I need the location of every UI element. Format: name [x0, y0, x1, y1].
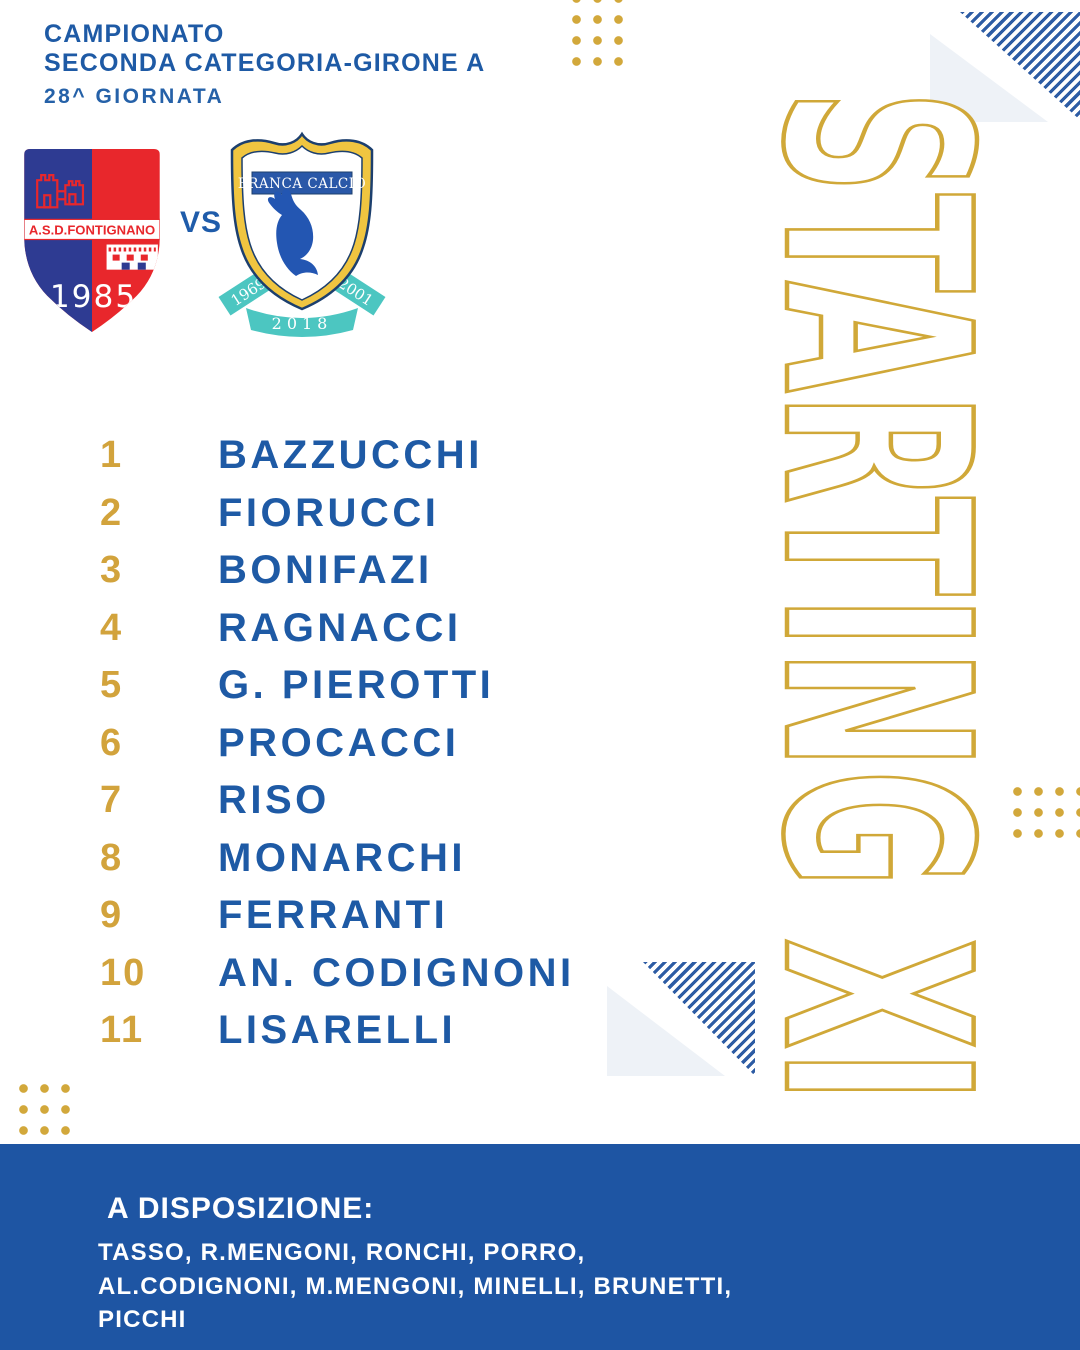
matchday-label: 28^ GIORNATA — [44, 85, 225, 108]
gold-dots-grid-right-icon — [1007, 781, 1080, 844]
player-number: 3 — [100, 549, 124, 592]
player-number: 1 — [100, 434, 124, 477]
away-team-crest-icon: 1969 2001 BRANCA CALCIO 2018 — [218, 131, 386, 337]
ribbon-bottom — [246, 308, 358, 337]
lineup-list: 1 BAZZUCCHI 2 FIORUCCI 3 BONIFAZI 4 RAGNACCI… — [0, 427, 760, 1060]
home-team-name: A.S.D.FONTIGNANO — [29, 222, 155, 237]
player-name: AN. CODIGNONI — [218, 950, 575, 995]
header: CAMPIONATO SECONDA CATEGORIA-GIRONE A 28… — [44, 20, 485, 109]
player-number: 10 — [100, 951, 147, 994]
player-name: LISARELLI — [218, 1008, 457, 1053]
player-number: 5 — [100, 664, 124, 707]
bench-line: PICCHI — [98, 1306, 187, 1333]
competition-title-line1: CAMPIONATO — [44, 20, 225, 48]
player-number: 7 — [100, 779, 124, 822]
player-name: BONIFAZI — [218, 548, 433, 593]
away-team-name: BRANCA CALCIO — [238, 176, 366, 192]
home-team-crest-icon: A.S.D.FONTIGNANO 1985 — [24, 149, 160, 332]
player-number: 8 — [100, 836, 124, 879]
player-number: 6 — [100, 721, 124, 764]
castle-icon — [36, 174, 85, 209]
lineup-row: 6 PROCACCI — [0, 715, 760, 773]
player-name: RAGNACCI — [218, 605, 462, 650]
bench-bar: A DISPOSIZIONE: TASSO, R.MENGONI, RONCHI… — [0, 1144, 1080, 1350]
player-number: 9 — [100, 894, 124, 937]
player-name: PROCACCI — [218, 720, 460, 765]
building-icon — [106, 244, 158, 270]
bench-line: AL.CODIGNONI, M.MENGONI, MINELLI, BRUNET… — [98, 1272, 733, 1300]
player-name: FERRANTI — [218, 893, 449, 938]
lineup-row: 11 LISARELLI — [0, 1002, 760, 1060]
player-name: BAZZUCCHI — [218, 433, 483, 478]
player-number: 11 — [100, 1009, 145, 1052]
player-name: FIORUCCI — [218, 490, 440, 535]
player-name: G. PIEROTTI — [218, 663, 495, 708]
player-number: 2 — [100, 491, 124, 534]
lineup-row: 3 BONIFAZI — [0, 542, 760, 600]
competition-title-line2: SECONDA CATEGORIA-GIRONE A — [44, 49, 486, 77]
lineup-row: 2 FIORUCCI — [0, 485, 760, 543]
player-name: MONARCHI — [218, 835, 466, 880]
starting-xi-text: STARTING XI — [726, 90, 1024, 1103]
bench-title: A DISPOSIZIONE: — [107, 1192, 375, 1225]
lineup-row: 4 RAGNACCI — [0, 600, 760, 658]
lineup-row: 7 RISO — [0, 772, 760, 830]
away-team-year-bottom: 2018 — [272, 314, 333, 333]
lineup-row: 8 MONARCHI — [0, 830, 760, 888]
bench-line: TASSO, R.MENGONI, RONCHI, PORRO, — [98, 1239, 586, 1266]
claw-figure-icon — [267, 188, 318, 276]
gold-dots-grid-top-icon — [566, 0, 629, 76]
vs-label: VS — [180, 206, 223, 239]
player-name: RISO — [218, 778, 330, 823]
lineup-row: 10 AN. CODIGNONI — [0, 945, 760, 1003]
player-number: 4 — [100, 606, 124, 649]
lineup-row: 9 FERRANTI — [0, 887, 760, 945]
lineup-row: 1 BAZZUCCHI — [0, 427, 760, 485]
lineup-row: 5 G. PIEROTTI — [0, 657, 760, 715]
bench-players: TASSO, R.MENGONI, RONCHI, PORRO, AL.CODI… — [98, 1236, 732, 1337]
home-team-founding-year: 1985 — [50, 279, 137, 315]
